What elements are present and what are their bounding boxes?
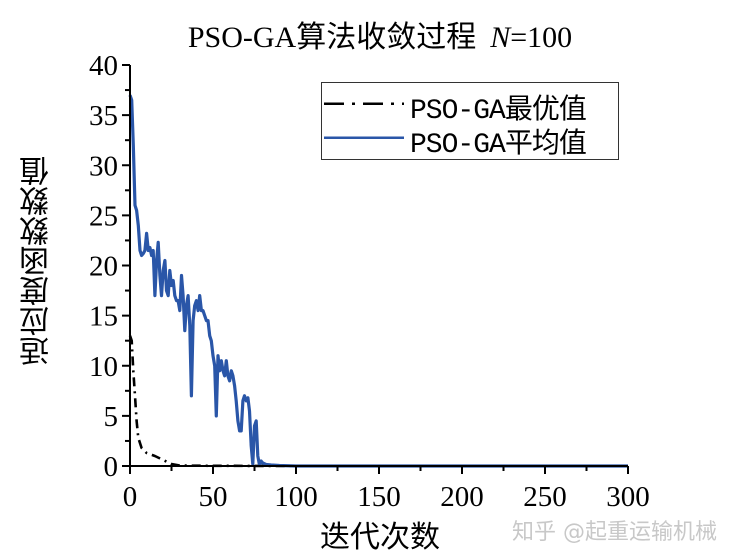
series-line-0 — [128, 335, 628, 468]
dash-dot-line-icon — [324, 102, 404, 105]
legend: PSO-GA最优值 PSO-GA平均值 — [321, 82, 619, 161]
x-tick-label: 150 — [357, 481, 401, 513]
chart-title-text: PSO-GA算法收敛过程 — [187, 21, 477, 54]
y-tick-label: 20 — [89, 251, 118, 283]
y-tick-label: 10 — [89, 351, 118, 383]
chart-title-param-value: =100 — [510, 21, 573, 54]
x-tick-label: 100 — [274, 481, 318, 513]
x-axis-label: 迭代次数 — [320, 521, 440, 554]
y-tick-label: 35 — [89, 100, 118, 132]
legend-item-average: PSO-GA平均值 — [322, 121, 618, 161]
chart-title: PSO-GA算法收敛过程 N=100 — [0, 12, 729, 56]
y-tick-label: 5 — [104, 401, 119, 433]
y-axis-label: 适应度函数数值 — [21, 156, 54, 366]
y-tick-label: 40 — [89, 50, 118, 82]
x-tick-label: 300 — [606, 481, 650, 513]
legend-label-best: PSO-GA最优值 — [410, 96, 587, 127]
y-tick-label: 0 — [104, 451, 119, 483]
watermark: 知乎 @起重运输机械 — [512, 520, 717, 545]
chart-title-param-var: N — [490, 21, 511, 54]
legend-item-best: PSO-GA最优值 — [322, 87, 618, 127]
x-tick-label: 200 — [440, 481, 484, 513]
x-tick-label: 0 — [123, 481, 138, 513]
y-tick-label: 25 — [89, 200, 118, 232]
x-tick-label: 250 — [523, 481, 567, 513]
y-tick-label: 30 — [89, 150, 118, 182]
legend-label-average: PSO-GA平均值 — [410, 130, 587, 161]
y-tick-label: 15 — [89, 301, 118, 333]
series-line-1 — [128, 94, 628, 468]
solid-line-icon — [324, 136, 404, 139]
x-tick-label: 50 — [199, 481, 228, 513]
